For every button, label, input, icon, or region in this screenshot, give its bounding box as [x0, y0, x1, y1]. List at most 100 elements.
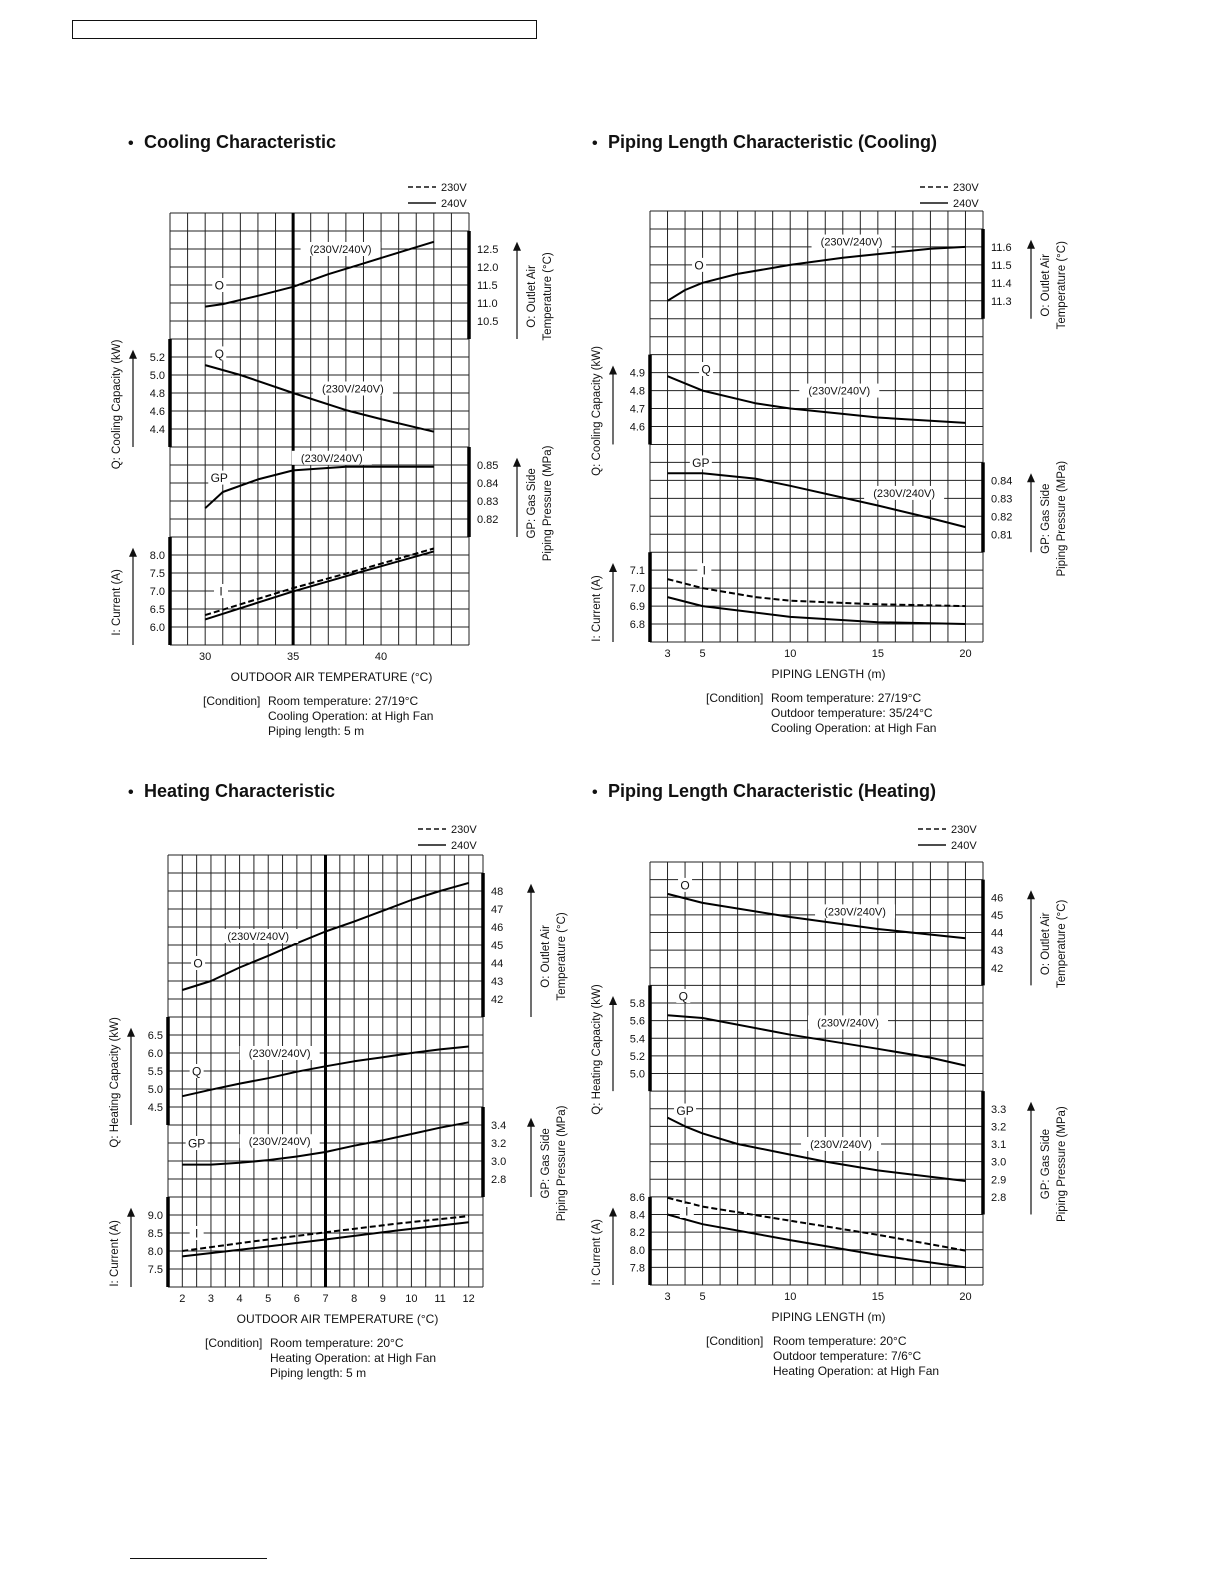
y-tick-label-O: 44	[491, 958, 503, 970]
x-tick-label: 10	[784, 648, 796, 660]
series-O-230V/240V	[666, 245, 966, 302]
y-tick-label-O: 11.3	[991, 296, 1012, 308]
x-tick-label: 10	[405, 1293, 417, 1305]
curve-letter-bg	[692, 257, 707, 272]
x-tick-label: 5	[265, 1293, 271, 1305]
y-tick-label-O: 11.5	[477, 280, 498, 292]
bullet-icon: •	[592, 784, 598, 801]
curve-label-bg	[218, 929, 299, 943]
y-tick-label-O: 11.5	[991, 260, 1012, 272]
y-tick-label-O: 42	[491, 994, 503, 1006]
condition-line: Piping length: 5 m	[270, 1366, 366, 1380]
curve-letter-Q: Q	[701, 363, 710, 377]
condition-label: [Condition]	[706, 691, 763, 705]
chart-title-cooling: • Cooling Characteristic	[128, 132, 336, 153]
curve-label-bg	[239, 1134, 320, 1149]
y-tick-label-I: 8.0	[630, 1245, 645, 1257]
chart-title-heating: • Heating Characteristic	[128, 781, 335, 802]
x-axis-label: OUTDOOR AIR TEMPERATURE (°C)	[231, 670, 433, 684]
y-tick-label-I: 8.6	[630, 1192, 645, 1204]
x-tick-label: 5	[700, 648, 706, 660]
curve-letter-I: I	[703, 564, 706, 578]
y-tick-label-GP: 3.3	[991, 1104, 1006, 1116]
y-tick-label-O: 48	[491, 886, 503, 898]
legend-label: 240V	[441, 198, 467, 210]
y-tick-label-O: 42	[991, 963, 1003, 975]
y-tick-label-I: 6.5	[150, 604, 165, 616]
curve-letter-bg	[676, 988, 691, 1003]
series-I-230V	[182, 1215, 469, 1252]
x-tick-label: 3	[208, 1293, 214, 1305]
x-axis-label: PIPING LENGTH (m)	[771, 667, 885, 681]
arrow-up-icon	[1027, 473, 1035, 483]
curve-label-bg	[300, 242, 381, 256]
series-O-230V/240V	[205, 240, 435, 308]
curve-letter-bg	[678, 877, 693, 892]
y-tick-label-GP: 0.84	[477, 478, 498, 490]
y-tick-label-I: 8.4	[630, 1210, 645, 1222]
curve-letter-bg	[189, 1064, 204, 1078]
series-I-230V	[204, 547, 435, 617]
arrow-up-icon	[527, 1117, 535, 1127]
series-I-230V	[667, 578, 966, 608]
arrow-up-icon	[127, 1027, 135, 1037]
bullet-icon: •	[592, 135, 598, 152]
y-tick-label-O: 44	[991, 928, 1003, 940]
x-axis-label: PIPING LENGTH (m)	[771, 1310, 885, 1324]
y-tick-label-GP: 0.81	[991, 529, 1012, 541]
y-tick-label-GP: 3.2	[491, 1138, 506, 1150]
y-tick-label-Q: 5.2	[630, 1051, 645, 1063]
y-tick-label-Q: 5.2	[150, 352, 165, 364]
curve-letter-GP: GP	[692, 456, 709, 470]
bullet-icon: •	[128, 784, 134, 801]
y-tick-label-O: 43	[491, 976, 503, 988]
axis-title-O: O: Outlet Air	[1040, 254, 1052, 317]
axis-title-O: O: Outlet Air	[526, 265, 538, 328]
curve-letter-O: O	[193, 957, 202, 971]
x-tick-label: 20	[959, 648, 971, 660]
curve-label-bg	[801, 1137, 882, 1151]
y-tick-label-Q: 4.8	[630, 386, 645, 398]
x-tick-label: 7	[322, 1293, 328, 1305]
x-tick-label: 5	[700, 1291, 706, 1303]
x-tick-label: 9	[380, 1293, 386, 1305]
legend-label: 230V	[951, 824, 977, 836]
curve-label-GP: (230V/240V)	[249, 1136, 311, 1148]
arrow-up-icon	[609, 1207, 617, 1217]
legend-label: 230V	[441, 182, 467, 194]
condition-label: [Condition]	[205, 1336, 262, 1350]
series-O-230V/240V	[667, 892, 966, 940]
condition-line: Heating Operation: at High Fan	[270, 1351, 436, 1365]
curve-letter-O: O	[680, 878, 689, 892]
axis-title-GP: Piping Pressure (MPa)	[542, 445, 554, 561]
curve-letter-bg	[189, 1226, 204, 1240]
y-tick-label-GP: 0.83	[477, 496, 498, 508]
y-tick-label-GP: 2.8	[491, 1174, 506, 1186]
chart-grid	[649, 861, 984, 1286]
curve-label-bg	[811, 234, 892, 249]
y-tick-label-Q: 5.5	[148, 1066, 163, 1078]
legend-label: 240V	[953, 198, 979, 210]
curve-letter-bg	[212, 278, 227, 292]
footer-rule	[130, 1558, 267, 1559]
chart-title-text: Piping Length Characteristic (Cooling)	[608, 132, 938, 152]
chart-title-text: Piping Length Characteristic (Heating)	[608, 781, 937, 801]
x-tick-label: 3	[664, 1291, 670, 1303]
y-tick-label-Q: 4.5	[148, 1102, 163, 1114]
y-tick-label-Q: 4.6	[630, 422, 645, 434]
curve-letter-bg	[679, 1203, 694, 1218]
curve-label-O: (230V/240V)	[227, 931, 289, 943]
curve-label-bg	[312, 381, 393, 396]
series-I-240V	[667, 596, 966, 625]
arrow-up-icon	[609, 365, 617, 375]
y-tick-label-O: 45	[991, 910, 1003, 922]
chart-grid	[649, 210, 984, 643]
y-tick-label-O: 10.5	[477, 316, 498, 328]
curve-label-bg	[808, 1015, 889, 1030]
curve-label-GP: (230V/240V)	[873, 488, 935, 500]
curve-letter-bg	[699, 362, 714, 377]
legend-label: 240V	[951, 840, 977, 852]
y-tick-label-GP: 3.0	[991, 1157, 1006, 1169]
curve-label-bg	[291, 450, 372, 465]
